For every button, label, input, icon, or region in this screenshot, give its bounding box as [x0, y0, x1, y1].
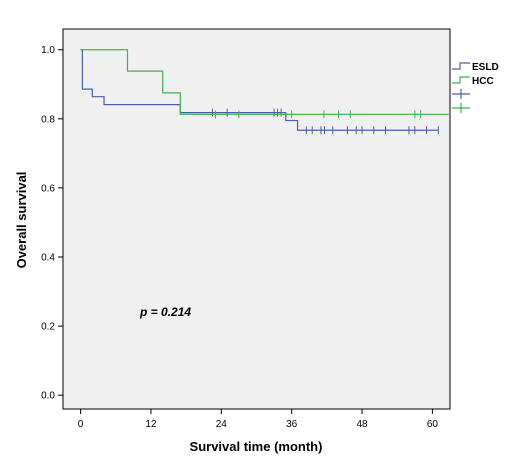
- x-tick-label: 0: [78, 419, 84, 430]
- x-tick-label: 48: [356, 419, 368, 430]
- y-tick-label: 0.2: [41, 322, 55, 333]
- legend-label: ESLD: [472, 62, 499, 73]
- series-layer: [80, 49, 450, 135]
- y-axis-title: Overall survival: [14, 172, 29, 269]
- plot-background: [62, 28, 451, 410]
- y-axis: 0.0 0.2 0.4 0.6 0.8 1.0: [41, 45, 63, 402]
- legend-swatch-line: [452, 76, 470, 84]
- series-line-esld: [80, 49, 439, 131]
- pvalue-annotation: p = 0.214: [139, 305, 191, 319]
- legend-label: HCC: [472, 76, 494, 87]
- y-tick-label: 0.0: [41, 391, 55, 402]
- legend-swatch-line: [452, 62, 470, 70]
- x-tick-label: 60: [427, 419, 439, 430]
- y-tick-label: 0.8: [41, 114, 55, 125]
- y-tick-label: 0.4: [41, 253, 55, 264]
- x-axis: 0 12 24 36 48 60: [78, 409, 439, 430]
- y-tick-label: 1.0: [41, 45, 55, 56]
- legend: ESLD HCC: [452, 62, 499, 113]
- series-line-hcc: [80, 49, 450, 115]
- x-tick-label: 24: [216, 419, 228, 430]
- x-axis-title: Survival time (month): [190, 439, 323, 454]
- x-tick-label: 12: [145, 419, 157, 430]
- x-tick-label: 36: [286, 419, 298, 430]
- y-tick-label: 0.6: [41, 183, 55, 194]
